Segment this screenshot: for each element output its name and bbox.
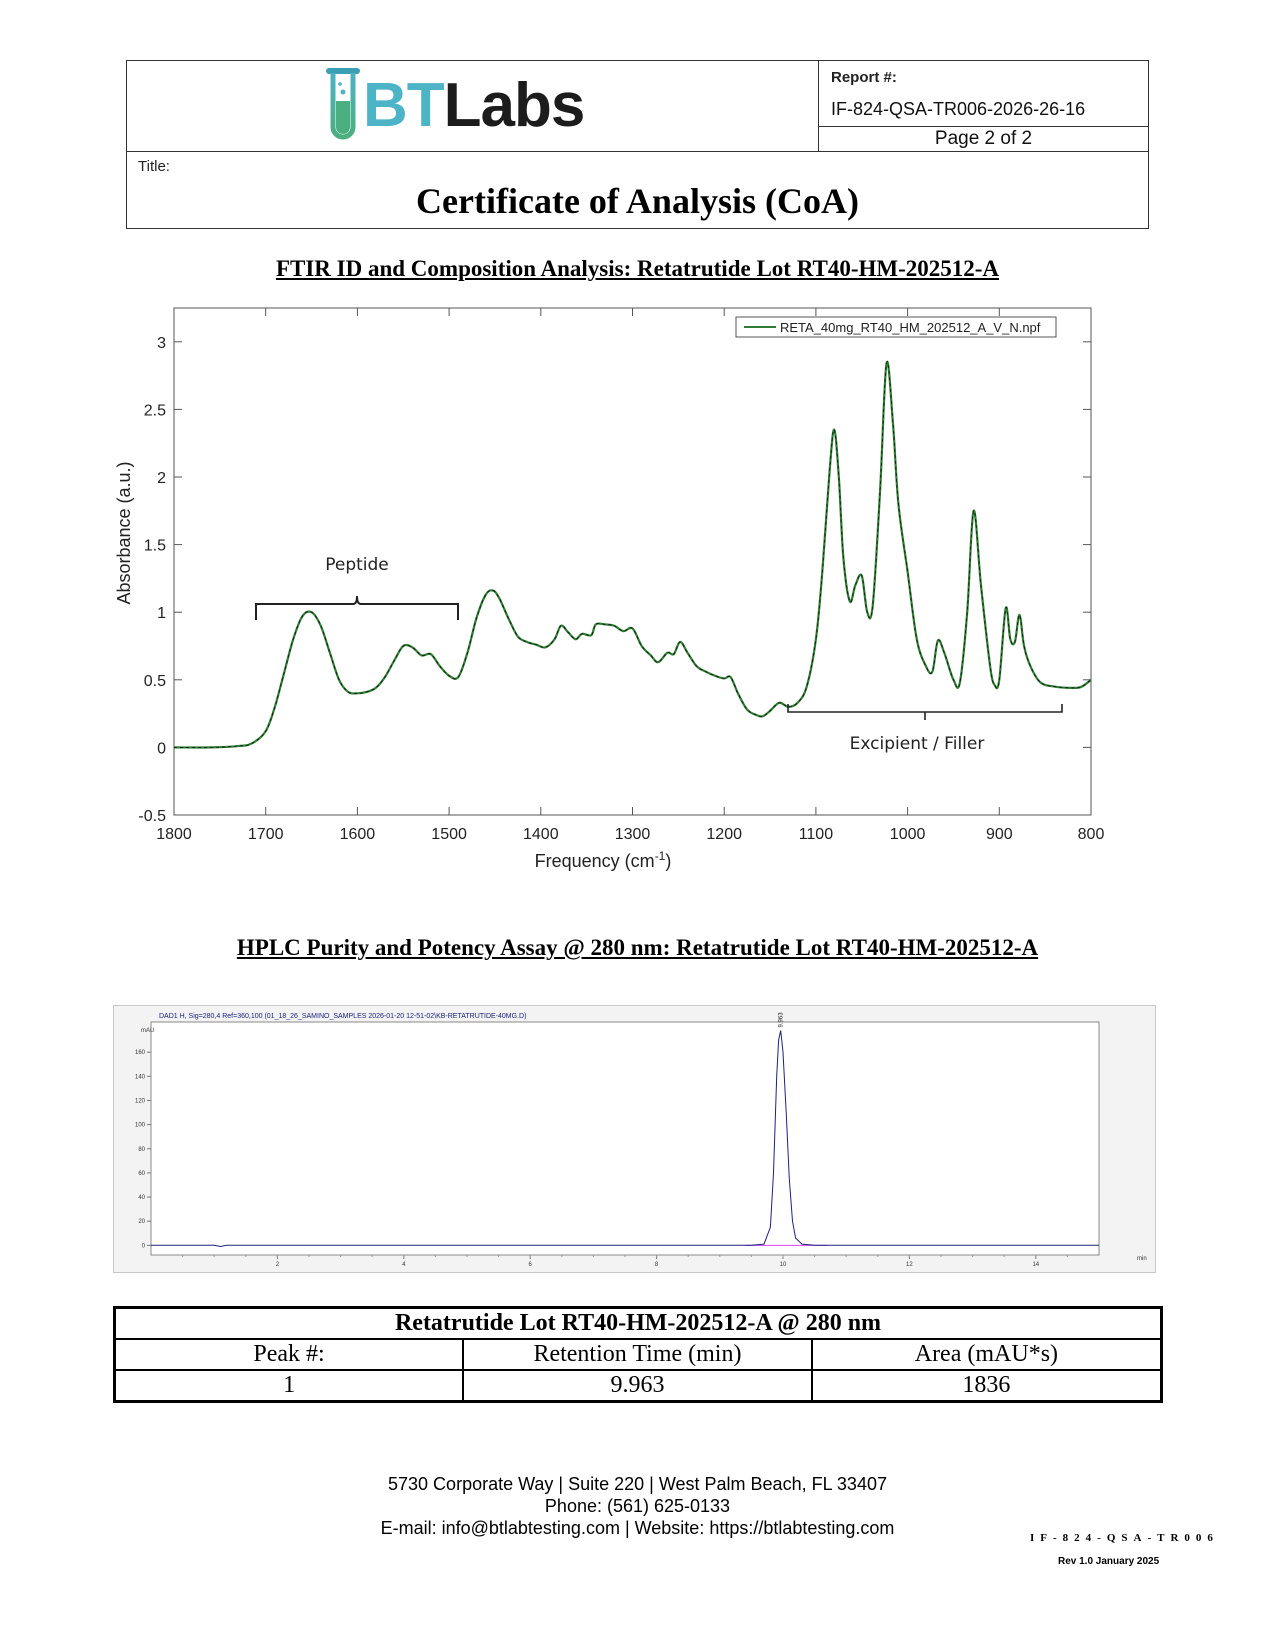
ftir-legend: RETA_40mg_RT40_HM_202512_A_V_N.npf bbox=[735, 316, 1057, 338]
cell-area: 1836 bbox=[810, 1369, 1163, 1403]
report-header: BTLabs Report #: IF-824-QSA-TR006-2026-2… bbox=[126, 60, 1149, 229]
excipient-label: Excipient / Filler bbox=[850, 734, 985, 754]
title-cell: Title: Certificate of Analysis (CoA) bbox=[127, 151, 1148, 228]
hplc-x-tick-label: 6 bbox=[529, 1262, 533, 1268]
hplc-y-tick-label: 40 bbox=[138, 1195, 145, 1201]
table-caption-row: Retatrutide Lot RT40-HM-202512-A @ 280 n… bbox=[113, 1306, 1163, 1340]
hplc-y-tick-label: 80 bbox=[138, 1147, 145, 1153]
ftir-x-tick-label: 1200 bbox=[706, 826, 742, 843]
hplc-x-tick-label: 14 bbox=[1032, 1262, 1039, 1268]
table-row: 1 9.963 1836 bbox=[113, 1369, 1163, 1403]
revision-label: Rev 1.0 January 2025 bbox=[1058, 1556, 1160, 1567]
header-retention-time: Retention Time (min) bbox=[462, 1338, 813, 1371]
ftir-x-tick-label: 900 bbox=[986, 826, 1013, 843]
hplc-y-unit: mAU bbox=[141, 1028, 154, 1034]
ftir-y-tick-label: 0.5 bbox=[144, 673, 166, 690]
ftir-y-tick-label: -0.5 bbox=[138, 808, 166, 825]
ftir-x-tick-label: 1700 bbox=[248, 826, 284, 843]
ftir-y-tick-label: 2.5 bbox=[144, 402, 166, 419]
logo-text-bt: BT bbox=[363, 71, 445, 140]
ftir-y-tick-label: 1.5 bbox=[144, 538, 166, 555]
footer-address: 5730 Corporate Way | Suite 220 | West Pa… bbox=[388, 1474, 887, 1494]
report-number: IF-824-QSA-TR006-2026-26-16 bbox=[831, 99, 1086, 119]
ftir-y-tick-label: 0 bbox=[157, 740, 166, 757]
hplc-y-tick-label: 160 bbox=[135, 1050, 146, 1056]
hplc-x-tick-label: 4 bbox=[402, 1262, 406, 1268]
footer-phone: Phone: (561) 625-0133 bbox=[544, 1496, 731, 1516]
logo-cell: BTLabs bbox=[127, 61, 819, 151]
hplc-series-line bbox=[151, 1030, 1099, 1248]
test-tube-icon bbox=[326, 68, 360, 140]
ftir-y-axis-label: Absorbance (a.u.) bbox=[114, 461, 134, 604]
hplc-x-tick-label: 12 bbox=[906, 1262, 913, 1268]
header-area: Area (mAU*s) bbox=[810, 1338, 1163, 1371]
table-header-row: Peak #: Retention Time (min) Area (mAU*s… bbox=[113, 1338, 1163, 1371]
hplc-y-tick-label: 100 bbox=[135, 1123, 146, 1129]
excipient-bracket: Excipient / Filler bbox=[787, 704, 1063, 754]
peptide-bracket: Peptide bbox=[255, 555, 459, 620]
results-table: Retatrutide Lot RT40-HM-202512-A @ 280 n… bbox=[113, 1306, 1163, 1403]
document-title: Certificate of Analysis (CoA) bbox=[416, 181, 859, 221]
document-code: IF-824-QSA-TR006 bbox=[1030, 1532, 1219, 1544]
ftir-y-tick-label: 3 bbox=[157, 335, 166, 352]
ftir-y-tick-label: 1 bbox=[157, 605, 166, 622]
ftir-x-tick-label: 1300 bbox=[615, 826, 651, 843]
ftir-series-line bbox=[173, 360, 1092, 749]
hplc-series-group: 9.963 bbox=[151, 1012, 1099, 1248]
hplc-y-tick-label: 140 bbox=[135, 1074, 146, 1080]
report-label: Report #: bbox=[831, 69, 897, 86]
hplc-y-tick-label: 0 bbox=[142, 1243, 146, 1249]
peptide-label: Peptide bbox=[325, 555, 389, 575]
btlabs-logo: BTLabs bbox=[323, 65, 586, 147]
hplc-y-tick-label: 120 bbox=[135, 1098, 146, 1104]
ftir-x-tick-label: 1800 bbox=[156, 826, 192, 843]
hplc-y-tick-label: 60 bbox=[138, 1171, 145, 1177]
hplc-y-tick-label: 20 bbox=[138, 1219, 145, 1225]
footer: 5730 Corporate Way | Suite 220 | West Pa… bbox=[0, 1473, 1275, 1539]
ftir-x-tick-label: 1500 bbox=[431, 826, 467, 843]
ftir-x-tick-label: 1400 bbox=[523, 826, 559, 843]
hplc-x-unit: min bbox=[1137, 1256, 1147, 1262]
cell-peak: 1 bbox=[113, 1369, 465, 1403]
footer-contact: E-mail: info@btlabtesting.com | Website:… bbox=[380, 1518, 895, 1538]
ftir-x-tick-label: 800 bbox=[1078, 826, 1105, 843]
page-number: Page 2 of 2 bbox=[934, 128, 1033, 149]
hplc-plot-frame bbox=[150, 1021, 1100, 1256]
ftir-x-tick-label: 1600 bbox=[340, 826, 376, 843]
header-peak: Peak #: bbox=[113, 1338, 465, 1371]
ftir-series-group bbox=[173, 360, 1092, 749]
ftir-ticks: 1800 1700 1600 1500 1400 1300 1200 1100 1000 900 8… bbox=[138, 308, 1104, 843]
ftir-section-title: FTIR ID and Composition Analysis: Retatr… bbox=[275, 256, 1000, 281]
ftir-series-overlay bbox=[173, 361, 1092, 748]
hplc-signal-title: DAD1 H, Sig=280,4 Ref=360,100 (01_18_26_… bbox=[159, 1013, 526, 1020]
ftir-x-axis-label: Frequency (cm-1) bbox=[535, 849, 672, 871]
hplc-x-tick-label: 2 bbox=[276, 1262, 280, 1268]
report-number-cell: Report #: IF-824-QSA-TR006-2026-26-16 bbox=[819, 61, 1148, 127]
title-label: Title: bbox=[138, 158, 170, 175]
hplc-section-title: HPLC Purity and Potency Assay @ 280 nm: … bbox=[236, 935, 1039, 960]
ftir-y-tick-label: 2 bbox=[157, 470, 166, 487]
legend-label: RETA_40mg_RT40_HM_202512_A_V_N.npf bbox=[780, 320, 1041, 335]
hplc-peak-label: 9.963 bbox=[779, 1012, 785, 1028]
cell-retention-time: 9.963 bbox=[462, 1369, 813, 1403]
hplc-chart: DAD1 H, Sig=280,4 Ref=360,100 (01_18_26_… bbox=[113, 1005, 1156, 1273]
hplc-x-tick-label: 8 bbox=[655, 1262, 659, 1268]
ftir-chart: 1800 1700 1600 1500 1400 1300 1200 1100 1000 900 8… bbox=[114, 307, 1104, 871]
ftir-x-tick-label: 1000 bbox=[890, 826, 926, 843]
table-caption: Retatrutide Lot RT40-HM-202512-A @ 280 n… bbox=[113, 1306, 1163, 1340]
logo-text-labs: Labs bbox=[443, 71, 586, 140]
ftir-x-tick-label: 1100 bbox=[799, 826, 834, 843]
hplc-x-tick-label: 10 bbox=[780, 1262, 787, 1268]
